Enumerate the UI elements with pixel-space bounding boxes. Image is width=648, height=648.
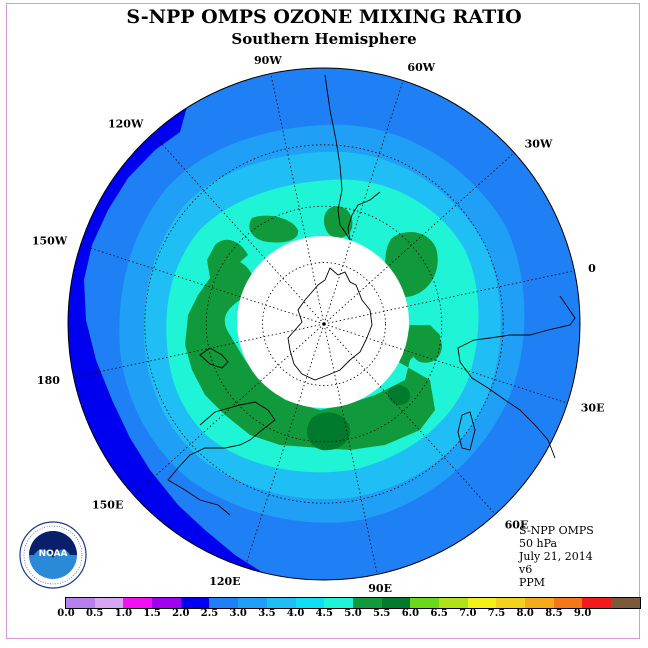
pressure-level-label: 50 hPa: [519, 537, 558, 550]
meridian-line: [73, 323, 325, 378]
colorbar-swatch: [611, 598, 640, 608]
antarctica-coastline: [287, 267, 373, 381]
longitude-label: 150W: [32, 235, 68, 248]
colorbar-swatch: [295, 598, 325, 608]
meridian-line: [323, 323, 496, 515]
colorbar-tick-label: 9.0: [573, 608, 592, 619]
meridian-line: [80, 244, 325, 325]
longitude-label: 30E: [581, 401, 605, 414]
ozone-4-5-region: [249, 215, 299, 243]
colorbar-tick-label: 8.5: [545, 608, 563, 619]
meridian-line: [133, 323, 325, 496]
ozone-4-5-region: [252, 405, 283, 432]
australia-coastline: [167, 401, 276, 516]
colorbar-swatch: [94, 598, 124, 608]
longitude-label: 60W: [407, 61, 435, 74]
colorbar-swatch: [152, 598, 181, 608]
south-america-coastline: [324, 74, 381, 241]
figure-frame: [6, 3, 640, 639]
colorbar-swatch: [496, 598, 525, 608]
units-label: PPM: [519, 576, 546, 589]
latitude-circle: [144, 144, 504, 504]
meridian-line: [323, 323, 568, 404]
colorbar-swatch: [66, 598, 95, 608]
longitude-label: 150E: [92, 499, 123, 512]
graticule: [73, 73, 575, 575]
latitude-circle: [262, 262, 386, 386]
colorbar-tick-label: 7.0: [459, 608, 477, 619]
instrument-label: S-NPP OMPS: [519, 524, 594, 537]
colorbar-tick-label: 3.5: [258, 608, 276, 619]
south-pole-marker: [322, 322, 326, 326]
colorbar-tick-label: 8.0: [516, 608, 534, 619]
colorbar-swatch: [525, 598, 554, 608]
noaa-logo-icon: NOAA: [19, 521, 87, 589]
longitude-label: 90E: [368, 582, 392, 595]
longitude-label: 120W: [108, 117, 144, 130]
meridian-line: [270, 73, 325, 325]
coastlines: [167, 74, 576, 516]
colorbar-tick-label: 2.0: [172, 608, 190, 619]
africa-coastline: [457, 295, 576, 459]
colorbar-tick-label: 0.5: [85, 608, 104, 619]
colorbar-tick-label: 4.5: [315, 608, 333, 619]
colorbar-swatch: [180, 598, 210, 608]
colorbar-tick-label: 1.5: [143, 608, 161, 619]
colorbar-tick-label: 3.0: [229, 608, 247, 619]
colorbar-tick-label: 2.5: [200, 608, 219, 619]
info-block: S-NPP OMPS 50 hPa July 21, 2014 v6 PPM: [519, 524, 594, 589]
longitude-label: 0: [588, 262, 596, 275]
latitude-circle: [205, 205, 443, 443]
colorbar-tick-label: 6.0: [401, 608, 420, 619]
map-title: S-NPP OMPS OZONE MIXING RATIO: [126, 6, 522, 28]
meridian-line: [323, 152, 515, 325]
colorbar-swatch: [123, 598, 153, 608]
colorbar-tick-label: 6.5: [430, 608, 448, 619]
longitude-label: 30W: [525, 137, 553, 150]
colorbar-tick-label: 5.0: [344, 608, 362, 619]
meridian-line: [323, 323, 378, 575]
meridian-line: [152, 133, 325, 325]
colorbar-swatch: [410, 598, 439, 608]
meridian-line: [323, 270, 575, 325]
colorbar-swatch: [553, 598, 583, 608]
date-label: July 21, 2014: [519, 550, 593, 563]
ozone-4-5-region: [323, 206, 353, 239]
longitude-label: 180: [37, 374, 60, 387]
colorbar-swatch: [467, 598, 497, 608]
version-label: v6: [519, 563, 533, 576]
colorbar-swatch: [238, 598, 267, 608]
ozone-4-5-region: [408, 325, 442, 363]
colorbar-tick-label: 7.5: [487, 608, 506, 619]
longitude-label: 60E: [505, 519, 529, 532]
colorbar-swatch: [381, 598, 411, 608]
colorbar-tick-label: 5.5: [372, 608, 391, 619]
colorbar-tick-labels: 0.0 0.5 1.0 1.5 2.0 2.5 3.0 3.5 4.0 4.5 5.0 5.5 6.0 6…: [0, 608, 648, 622]
colorbar-swatch: [352, 598, 382, 608]
map-subtitle: Southern Hemisphere: [231, 30, 417, 48]
noaa-logo-text: NOAA: [39, 549, 68, 559]
ozone-2-0-region: [68, 68, 282, 580]
colorbar-tick-label: 0.0: [57, 608, 75, 619]
meridian-line: [323, 80, 404, 325]
longitude-labels: 90W 60W 30W 0 30E 60E 90E 120E 150E 180 150W 120W: [32, 54, 605, 595]
map-boundary: [67, 67, 581, 581]
colorbar-tick-label: 1.0: [114, 608, 133, 619]
colorbar-swatch: [582, 598, 612, 608]
colorbar: [65, 597, 641, 609]
colorbar-swatch: [209, 598, 239, 608]
colorbar-swatch: [324, 598, 353, 608]
polar-night-no-data: [237, 236, 409, 408]
ozone-field: [68, 68, 580, 580]
meridian-line: [244, 323, 325, 568]
colorbar-swatch: [438, 598, 468, 608]
longitude-label: 90W: [254, 54, 282, 67]
new-zealand-coastline: [199, 347, 229, 369]
madagascar-coastline: [457, 411, 476, 451]
colorbar-swatch: [266, 598, 296, 608]
longitude-label: 120E: [209, 575, 240, 588]
ozone-5-0-region: [387, 385, 410, 406]
colorbar-tick-label: 4.0: [286, 608, 305, 619]
